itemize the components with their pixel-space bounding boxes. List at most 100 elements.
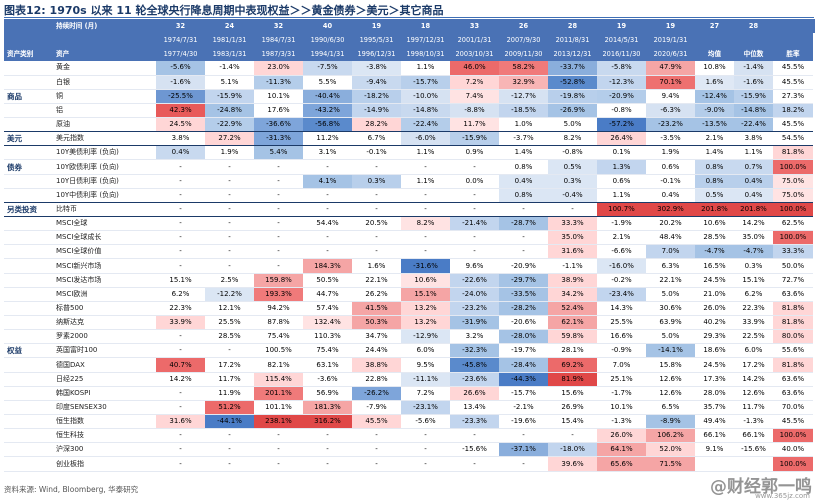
value-cell: 0.9% xyxy=(450,146,499,160)
table-row: MSCI新兴市场---184.3%1.6%-31.6%9.6%-20.9%-1.… xyxy=(4,259,814,273)
value-cell: 57.4% xyxy=(303,301,352,315)
end-date-cell: 1983/1/31 xyxy=(205,47,254,61)
value-cell: 24.4% xyxy=(352,344,401,358)
value-cell: 115.4% xyxy=(254,372,303,386)
value-cell: - xyxy=(205,231,254,245)
value-cell: 100.0% xyxy=(773,160,813,174)
asset-name: 印度SENSEX30 xyxy=(52,400,156,414)
value-cell: 29.3% xyxy=(695,330,734,344)
value-cell: 0.8% xyxy=(499,160,548,174)
table-row: 10Y美债利率 (负向)0.4%1.9%5.4%3.1%-0.1%1.1%0.9… xyxy=(4,146,814,160)
value-cell: 12.6% xyxy=(734,386,773,400)
value-cell: -18.2% xyxy=(352,89,401,103)
category-cell xyxy=(4,61,52,75)
value-cell: 5.5% xyxy=(303,75,352,89)
duration-cell: 26 xyxy=(499,19,548,33)
value-cell: 201.8% xyxy=(734,202,773,216)
category-cell xyxy=(4,118,52,132)
value-cell: - xyxy=(254,457,303,471)
value-cell: 6.5% xyxy=(646,400,695,414)
value-cell: -12.3% xyxy=(597,75,646,89)
value-cell: 15.1% xyxy=(156,273,205,287)
value-cell: 71.5% xyxy=(646,457,695,471)
value-cell: -15.7% xyxy=(499,386,548,400)
value-cell: 48.4% xyxy=(646,231,695,245)
start-date-cell: 2011/8/31 xyxy=(548,33,597,47)
end-date-cell: 1987/3/31 xyxy=(254,47,303,61)
category-cell xyxy=(4,188,52,202)
value-cell: -1.1% xyxy=(548,259,597,273)
value-cell: 4.1% xyxy=(303,174,352,188)
value-cell: 17.2% xyxy=(205,358,254,372)
value-cell: -5.8% xyxy=(597,61,646,75)
value-cell: - xyxy=(499,245,548,259)
table-row: 商品铜-25.5%-15.9%10.1%-40.4%-18.2%-10.0%7.… xyxy=(4,89,814,103)
value-cell: - xyxy=(401,202,450,216)
end-date-cell: 2003/10/31 xyxy=(450,47,499,61)
value-cell: 201.8% xyxy=(695,202,734,216)
value-cell: -8.8% xyxy=(450,103,499,117)
value-cell: - xyxy=(401,160,450,174)
value-cell: - xyxy=(352,231,401,245)
value-cell: 38.9% xyxy=(548,273,597,287)
value-cell: 22.5% xyxy=(734,330,773,344)
end-date-cell: 1998/10/31 xyxy=(401,47,450,61)
value-cell: - xyxy=(156,217,205,231)
value-cell: -15.9% xyxy=(450,132,499,146)
asset-name: MSCI全球价值 xyxy=(52,245,156,259)
end-date-cell: 1977/4/30 xyxy=(156,47,205,61)
value-cell: -9.0% xyxy=(695,103,734,117)
value-cell: -13.5% xyxy=(695,118,734,132)
value-cell: -31.3% xyxy=(254,132,303,146)
value-cell: 13.4% xyxy=(450,400,499,414)
value-cell: 23.0% xyxy=(254,61,303,75)
value-cell: - xyxy=(548,202,597,216)
value-cell: - xyxy=(254,202,303,216)
value-cell: 20.5% xyxy=(352,217,401,231)
value-cell: 94.2% xyxy=(254,301,303,315)
value-cell: 40.2% xyxy=(695,316,734,330)
value-cell: -14.8% xyxy=(401,103,450,117)
category-label: 商品 xyxy=(4,89,52,103)
asset-name: 纳斯达克 xyxy=(52,316,156,330)
duration-cell: 33 xyxy=(450,19,499,33)
value-cell: 0.6% xyxy=(646,160,695,174)
value-cell: - xyxy=(352,245,401,259)
value-cell: 54.4% xyxy=(303,217,352,231)
asset-name: MSCI欧洲 xyxy=(52,287,156,301)
value-cell: 34.7% xyxy=(352,330,401,344)
value-cell: 45.5% xyxy=(773,415,813,429)
value-cell: - xyxy=(352,457,401,471)
value-cell: 14.3% xyxy=(597,301,646,315)
table-row: 白银-1.6%5.1%-11.3%5.5%-9.4%-15.7%7.2%32.9… xyxy=(4,75,814,89)
value-cell: 7.0% xyxy=(646,245,695,259)
value-cell: 1.1% xyxy=(734,146,773,160)
value-cell: -0.8% xyxy=(597,103,646,117)
value-cell: 28.5% xyxy=(205,330,254,344)
value-cell: -28.4% xyxy=(499,358,548,372)
value-cell: - xyxy=(499,429,548,443)
value-cell: -33.7% xyxy=(548,61,597,75)
value-cell: 35.7% xyxy=(695,400,734,414)
value-cell: 72.7% xyxy=(773,273,813,287)
value-cell: 101.1% xyxy=(254,400,303,414)
value-cell: -7.5% xyxy=(303,61,352,75)
asset-name: 罗素2000 xyxy=(52,330,156,344)
value-cell: 50.0% xyxy=(773,259,813,273)
value-cell: -0.4% xyxy=(548,188,597,202)
value-cell: 18.6% xyxy=(695,344,734,358)
start-date-cell xyxy=(734,33,773,47)
value-cell: -3.6% xyxy=(303,372,352,386)
value-cell: 13.2% xyxy=(401,301,450,315)
value-cell: -24.0% xyxy=(450,287,499,301)
value-cell: 15.1% xyxy=(734,273,773,287)
value-cell: - xyxy=(254,231,303,245)
asset-name: 原油 xyxy=(52,118,156,132)
category-cell xyxy=(4,103,52,117)
asset-name: 10Y日债利率 (负向) xyxy=(52,174,156,188)
category-label: 美元 xyxy=(4,132,52,146)
value-cell: 17.2% xyxy=(734,358,773,372)
